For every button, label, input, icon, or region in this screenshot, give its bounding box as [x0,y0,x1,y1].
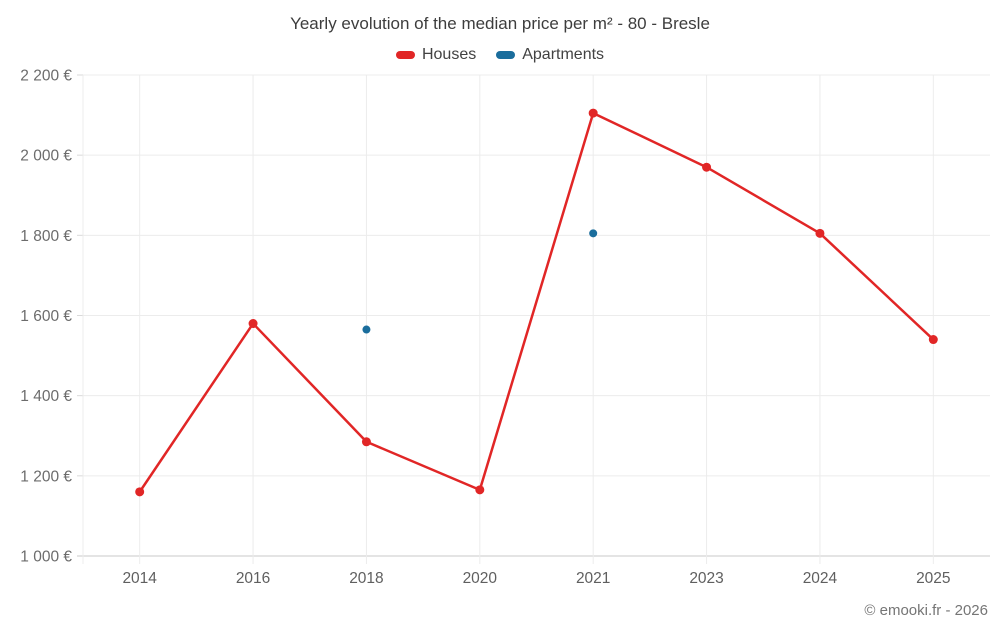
x-tick-label: 2018 [349,570,383,587]
houses-legend-label: Houses [421,46,477,63]
attribution-text: © emooki.fr - 2026 [864,602,988,619]
chart-title: Yearly evolution of the median price per… [290,14,710,33]
x-tick-label: 2021 [576,570,610,587]
houses-line [138,111,935,494]
x-tick-label: 2023 [689,570,723,587]
legend: Houses Apartments [0,46,1000,64]
apartments-data-point[interactable] [362,325,371,334]
houses-data-point[interactable] [588,108,598,118]
y-tick-label: 1 600 € [20,308,72,325]
y-tick-label: 1 000 € [20,549,72,566]
x-tick-label: 2014 [122,570,157,587]
houses-legend-swatch-icon [395,51,415,59]
x-tick-label: 2025 [916,570,950,587]
houses-data-point[interactable] [475,485,485,495]
houses-data-point[interactable] [248,319,258,329]
legend-item-houses[interactable]: Houses [395,46,477,64]
houses-data-point[interactable] [702,162,712,172]
x-tick-label: 2024 [803,570,838,587]
y-tick-label: 2 000 € [20,148,72,165]
apartments-legend-swatch-icon [496,51,516,59]
legend-item-apartments[interactable]: Apartments [496,46,604,64]
x-tick-label: 2016 [236,570,270,587]
houses-data-point[interactable] [361,437,371,447]
houses-data-point[interactable] [815,228,825,238]
apartments-data-point[interactable] [589,229,598,238]
x-tick-label: 2020 [463,570,498,587]
y-tick-label: 1 800 € [20,228,72,245]
apartments-legend-label: Apartments [522,46,605,63]
y-tick-label: 1 400 € [20,388,72,405]
houses-data-point[interactable] [928,335,938,345]
houses-data-point[interactable] [135,487,145,497]
y-tick-label: 1 200 € [20,468,72,485]
y-tick-label: 2 200 € [20,68,72,85]
